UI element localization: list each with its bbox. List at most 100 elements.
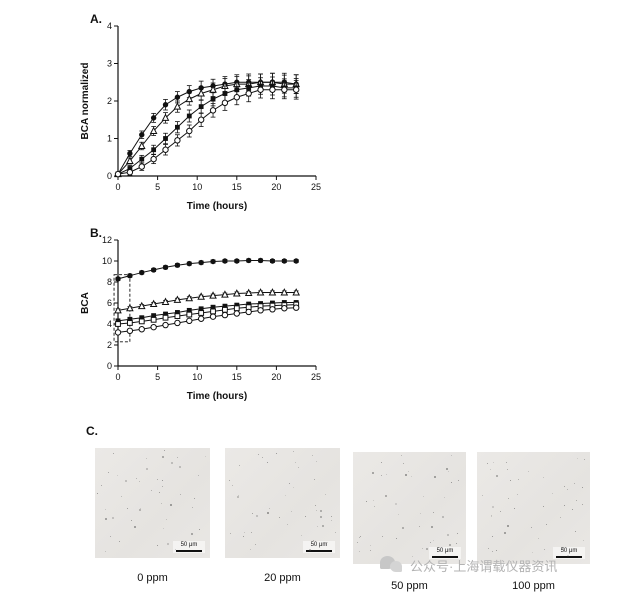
speckle [397,513,399,515]
y-tick-label: 4 [107,319,112,329]
speckle [503,531,506,534]
x-tick-label: 10 [192,372,202,382]
speckle [170,462,173,465]
y-tick-label: 4 [107,21,112,31]
speckle [518,479,520,481]
y-tick-label: 2 [107,340,112,350]
speckle [326,542,328,544]
speckle [165,519,167,521]
speckle [546,524,548,526]
speckle [295,461,297,463]
scale-bar-label: 50 μm [560,548,578,554]
speckle [407,470,409,472]
speckle [426,548,429,551]
speckle [133,525,136,528]
speckle [561,547,564,550]
speckle [401,455,403,457]
speckle [320,516,323,519]
speckle [319,509,322,512]
speckle [255,514,258,517]
speckle [451,455,453,457]
caption-100ppm: 100 ppm [512,580,555,592]
speckle [509,480,511,482]
speckle [394,503,397,506]
speckle [124,479,127,482]
scale-bar-line [432,556,458,558]
speckle [285,495,287,497]
caption-50ppm: 50 ppm [391,580,428,592]
speckle [161,456,164,459]
x-tick-label: 20 [271,372,281,382]
x-tick-label: 15 [232,182,242,192]
scale-bar-label: 50 μm [310,542,328,548]
scale-bar: 50 μm [429,547,461,559]
series-line [117,81,297,175]
series-line [117,292,297,311]
speckle [382,536,384,538]
speckle [374,506,376,508]
speckle [157,479,159,481]
speckle [433,475,436,478]
speckle [166,543,169,546]
speckle [266,461,268,463]
speckle [300,534,302,536]
speckle [456,543,458,545]
speckle [481,494,483,496]
speckle [443,496,445,498]
series-line [117,259,297,280]
speckle [544,548,546,550]
speckle [250,531,252,533]
micrograph-50ppm: 50 μm [353,452,466,564]
speckle [180,493,182,495]
series-line [117,304,297,325]
speckle [316,509,318,511]
speckle [448,543,451,546]
y-tick-label: 10 [102,256,112,266]
speckle [538,538,540,540]
micrograph-20ppm: 50 μm [225,448,340,558]
speckle [559,516,561,518]
speckle [573,483,575,485]
speckle [269,507,271,509]
watermark-text: 公众号·上海谓载仪器资讯 [410,559,558,574]
bca-normalized-chart: 0 5 10 15 20 25 0 1 2 3 4 Time (hours) BCA normalize… [80,21,321,212]
speckle [297,467,299,469]
speckle [371,472,374,475]
dashed-highlight-box [113,274,131,343]
scale-bar-line [176,550,202,552]
y-axis-title: BCA [80,292,91,314]
speckle [446,468,449,471]
speckle [312,540,314,542]
speckle [500,510,502,512]
speckle [491,515,493,517]
scale-bar-label: 50 μm [436,548,454,554]
speckle [255,543,257,545]
micrograph-100ppm: 50 μm [477,452,590,564]
speckle [491,551,493,553]
scale-bar: 50 μm [553,547,585,559]
speckle [164,450,166,452]
speckle [194,498,196,500]
y-tick-label: 8 [107,277,112,287]
x-tick-label: 5 [155,182,160,192]
speckle [119,540,121,542]
speckle [582,504,583,506]
speckle [191,506,193,508]
x-tick-label: 5 [155,372,160,382]
speckle [402,462,404,464]
speckle [146,458,148,460]
speckle [571,508,573,510]
speckle [116,475,118,477]
speckle [496,474,499,477]
speckle [581,487,583,489]
watermark: 公众号·上海谓载仪器资讯 [380,556,557,575]
series-line [117,301,297,322]
speckle [157,544,159,546]
scale-bar-label: 50 μm [180,542,198,548]
y-tick-label: 3 [107,59,112,69]
speckle [159,492,161,494]
speckle [105,551,107,553]
speckle [278,516,280,518]
speckle [442,516,444,519]
